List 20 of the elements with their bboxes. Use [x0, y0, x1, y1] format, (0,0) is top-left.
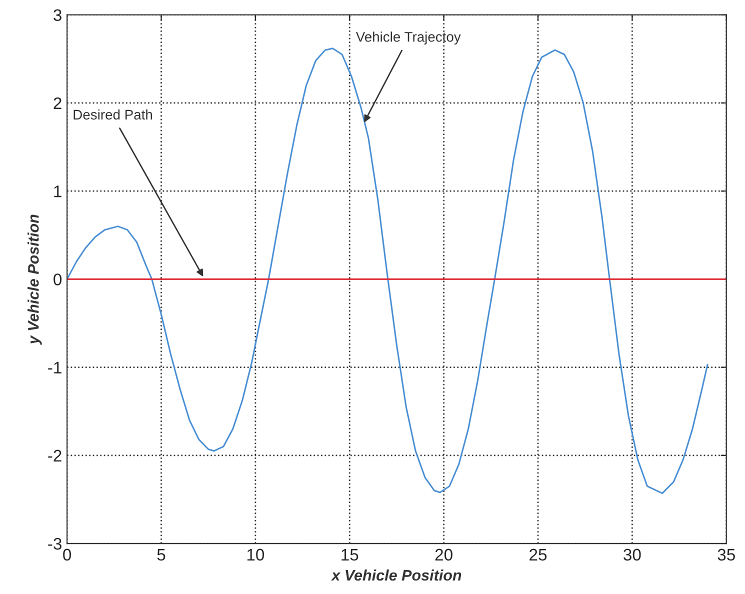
x-tick-label: 30	[624, 548, 641, 561]
y-tick-label: 1	[54, 186, 62, 198]
x-tick-label: 15	[342, 548, 358, 561]
x-tick-label: 0	[63, 548, 72, 561]
x-tick-label: 5	[157, 548, 166, 561]
annotation: Desired Path	[74, 109, 152, 120]
y-tick-label: 3	[54, 9, 62, 22]
y-tick-label: -2	[48, 450, 62, 462]
x-tick-label: 25	[530, 548, 547, 561]
y-axis-title: y Vehicle Position	[28, 214, 42, 345]
x-axis-title: x Vehicle Position	[330, 569, 462, 581]
line-series	[67, 48, 708, 494]
y-tick-label: 2	[54, 97, 62, 109]
x-tick-label: 35	[718, 548, 735, 561]
y-tick-label: -1	[48, 362, 62, 374]
annotation: Vehicle Trajectoy	[356, 32, 461, 45]
x-tick-label: 10	[247, 548, 264, 561]
x-tick-label: 20	[435, 548, 452, 561]
y-tick-label: -3	[48, 538, 62, 550]
y-tick-label: 0	[54, 274, 62, 286]
